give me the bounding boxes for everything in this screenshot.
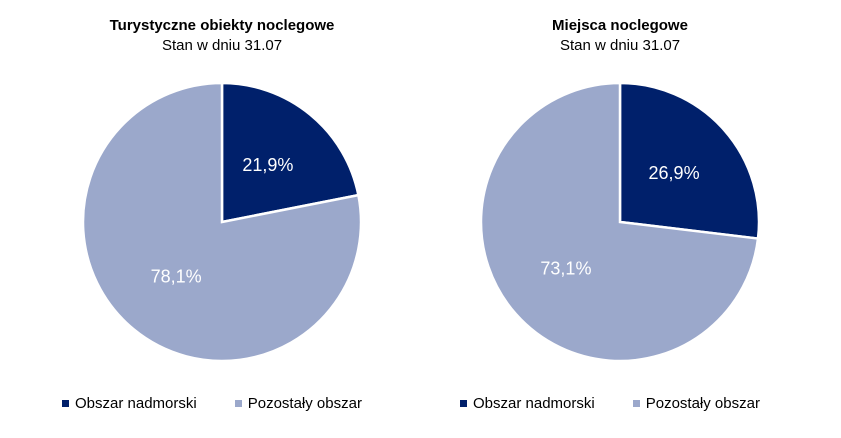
legend-label: Pozostały obszar: [247, 395, 362, 412]
slice-label-other: 78,1%: [151, 267, 202, 287]
chart-accommodation-places: Miejsca noclegowe Stan w dniu 31.07 26,9…: [420, 0, 820, 438]
chart-accommodation-facilities: Turystyczne obiekty noclegowe Stan w dni…: [22, 0, 422, 438]
pie-slice-other: [81, 81, 363, 363]
pie-slice-coastal: [220, 81, 360, 224]
legend-swatch-other: [234, 400, 242, 407]
legend-label: Pozostały obszar: [645, 395, 760, 412]
legend-item-other: Pozostały obszar: [234, 395, 362, 412]
pie-chart: 21,9% 78,1%: [81, 81, 363, 363]
legend-item-coastal: Obszar nadmorski: [460, 395, 595, 412]
legend: Obszar nadmorski Pozostały obszar: [460, 395, 800, 412]
legend-swatch-coastal: [460, 400, 467, 407]
pie-slice-coastal: [618, 81, 761, 240]
legend-label: Obszar nadmorski: [75, 395, 197, 412]
legend-label: Obszar nadmorski: [473, 395, 595, 412]
chart-subtitle: Stan w dniu 31.07: [559, 37, 681, 54]
legend-swatch-coastal: [62, 400, 69, 407]
legend-swatch-other: [632, 400, 640, 407]
chart-title: Turystyczne obiekty noclegowe: [109, 17, 335, 34]
pie-chart: 26,9% 73,1%: [479, 81, 761, 363]
legend-item-coastal: Obszar nadmorski: [62, 395, 197, 412]
legend: Obszar nadmorski Pozostały obszar: [62, 395, 402, 412]
chart-subtitle: Stan w dniu 31.07: [161, 37, 283, 54]
legend-item-other: Pozostały obszar: [632, 395, 760, 412]
chart-title: Miejsca noclegowe: [552, 17, 688, 34]
slice-label-other: 73,1%: [540, 259, 591, 279]
slice-label-coastal: 26,9%: [649, 163, 700, 183]
pie-slice-other: [479, 81, 760, 363]
slice-label-coastal: 21,9%: [242, 155, 293, 175]
